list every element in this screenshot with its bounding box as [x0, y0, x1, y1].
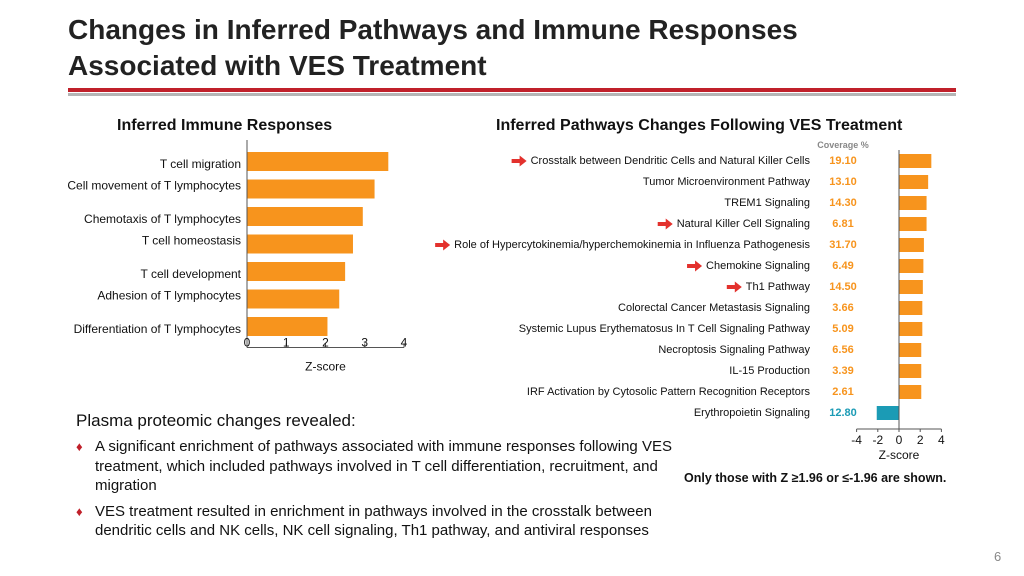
immune-category-label: T cell development — [141, 267, 242, 281]
pathway-bar — [899, 196, 927, 210]
coverage-value: 6.56 — [832, 344, 853, 356]
immune-category-label: Cell movement of T lymphocytes — [67, 179, 241, 193]
title-underline-red — [68, 88, 956, 92]
coverage-value: 14.50 — [829, 281, 857, 293]
pathway-category-label: Erythropoietin Signaling — [694, 407, 810, 419]
pathway-category-label: Systemic Lupus Erythematosus In T Cell S… — [519, 323, 811, 335]
highlight-arrow-icon — [657, 218, 673, 230]
pathway-category-label: Chemokine Signaling — [706, 260, 810, 272]
pathway-category-label: IL-15 Production — [729, 365, 810, 377]
summary-bullet: ♦ A significant enrichment of pathways a… — [76, 437, 676, 496]
pathway-category-label: Th1 Pathway — [746, 281, 811, 293]
page-number: 6 — [994, 549, 1002, 564]
immune-bar — [247, 234, 353, 254]
diamond-bullet-icon: ♦ — [76, 503, 83, 519]
immune-category-label: Chemotaxis of T lymphocytes — [84, 212, 241, 226]
immune-x-tick-label: 4 — [401, 336, 408, 350]
pathway-bar — [876, 406, 899, 420]
diamond-bullet-icon: ♦ — [76, 439, 83, 454]
pathway-bar — [899, 154, 932, 168]
coverage-value: 6.49 — [832, 260, 853, 272]
pathway-category-label: Crosstalk between Dendritic Cells and Na… — [531, 155, 811, 167]
coverage-value: 13.10 — [829, 176, 857, 188]
pathway-bar — [899, 385, 922, 399]
summary-bullet-text: VES treatment resulted in enrichment in … — [95, 502, 652, 540]
pathway-category-label: TREM1 Signaling — [724, 197, 810, 209]
immune-x-tick-label: 0 — [244, 336, 251, 350]
summary-bullet-text: A significant enrichment of pathways ass… — [95, 438, 672, 494]
pathway-bar — [899, 322, 923, 336]
immune-bar — [247, 152, 389, 171]
pathway-bar — [899, 175, 929, 189]
immune-bar — [247, 207, 363, 226]
pathway-bar — [899, 238, 924, 252]
pathway-category-label: Natural Killer Cell Signaling — [677, 218, 810, 230]
immune-category-label: T cell homeostasis — [142, 234, 241, 248]
coverage-value: 2.61 — [832, 386, 853, 398]
highlight-arrow-icon — [511, 155, 527, 167]
pathway-bar — [899, 217, 927, 231]
immune-category-label: T cell migration — [160, 157, 241, 171]
title-line-1: Changes in Inferred Pathways and Immune … — [68, 14, 798, 45]
pathway-bar — [899, 280, 923, 294]
immune-responses-chart: T cell migration Cell movement of T lymph… — [67, 140, 408, 374]
summary-bullets: ♦ A significant enrichment of pathways a… — [76, 437, 676, 547]
highlight-arrow-icon — [435, 239, 451, 251]
coverage-header: Coverage % — [817, 140, 869, 150]
pathway-category-label: IRF Activation by Cytosolic Pattern Reco… — [527, 386, 811, 398]
immune-x-tick-label: 1 — [283, 336, 290, 350]
immune-bar — [247, 179, 375, 199]
slide-title: Changes in Inferred Pathways and Immune … — [68, 12, 968, 84]
coverage-value: 3.39 — [832, 365, 853, 377]
coverage-value: 31.70 — [829, 239, 857, 251]
z-score-footnote: Only those with Z ≥1.96 or ≤-1.96 are sh… — [684, 471, 947, 485]
pathway-category-label: Role of Hypercytokinemia/hyperchemokinem… — [454, 239, 810, 251]
pathway-x-tick-label: -2 — [872, 433, 883, 447]
pathway-x-tick-label: 4 — [938, 433, 945, 447]
pathway-bar — [899, 301, 923, 315]
coverage-value: 19.10 — [829, 155, 857, 167]
immune-bar — [247, 317, 328, 336]
immune-bar — [247, 289, 340, 309]
pathway-bar — [899, 259, 924, 273]
coverage-value: 5.09 — [832, 323, 853, 335]
pathway-category-label: Necroptosis Signaling Pathway — [658, 344, 810, 356]
immune-x-axis-label: Z-score — [305, 360, 346, 374]
pathway-category-label: Tumor Microenvironment Pathway — [643, 176, 811, 188]
immune-category-label: Differentiation of T lymphocytes — [74, 322, 241, 336]
pathway-chart-title: Inferred Pathways Changes Following VES … — [496, 117, 903, 134]
pathway-x-tick-label: 0 — [896, 433, 903, 447]
pathway-x-axis-label: Z-score — [879, 448, 920, 462]
immune-category-label: Adhesion of T lymphocytes — [97, 289, 241, 303]
summary-heading: Plasma proteomic changes revealed: — [76, 411, 356, 430]
immune-chart-title: Inferred Immune Responses — [117, 117, 333, 134]
highlight-arrow-icon — [726, 281, 742, 293]
pathway-changes-chart: Coverage % Crosstalk between Dendritic Ce… — [435, 140, 945, 462]
pathway-x-tick-label: -4 — [851, 433, 862, 447]
pathway-category-label: Colorectal Cancer Metastasis Signaling — [618, 302, 810, 314]
title-line-2: Associated with VES Treatment — [68, 50, 487, 81]
summary-bullet: ♦ VES treatment resulted in enrichment i… — [76, 502, 676, 541]
pathway-bar — [899, 364, 922, 378]
coverage-value: 14.30 — [829, 197, 857, 209]
coverage-value: 6.81 — [832, 218, 853, 230]
coverage-value: 3.66 — [832, 302, 853, 314]
pathway-bar — [899, 343, 922, 357]
highlight-arrow-icon — [687, 260, 703, 272]
title-underline-gray — [68, 93, 956, 96]
immune-x-tick-label: 3 — [361, 336, 368, 350]
immune-bar — [247, 262, 346, 281]
coverage-value: 12.80 — [829, 407, 857, 419]
immune-x-tick-label: 2 — [322, 336, 329, 350]
pathway-x-tick-label: 2 — [917, 433, 924, 447]
